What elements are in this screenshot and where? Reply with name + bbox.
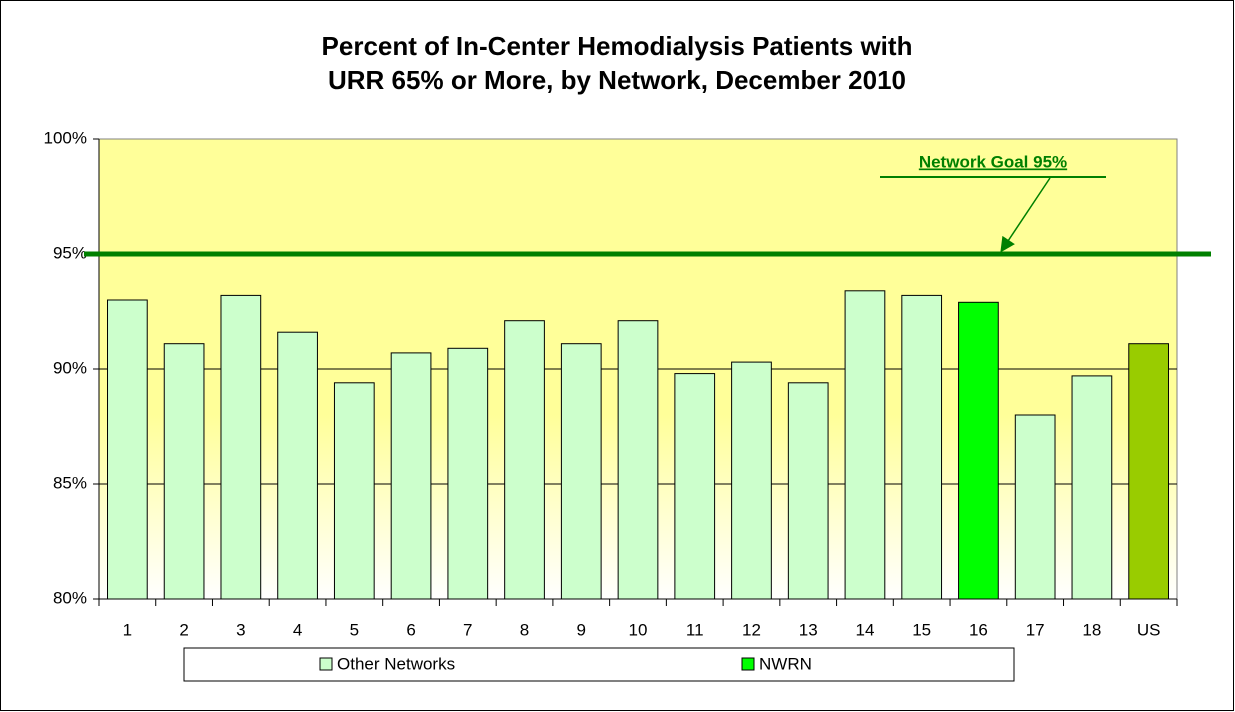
bar [731, 361, 772, 600]
x-tick-label: 15 [912, 620, 931, 639]
x-tick-label: 1 [123, 620, 132, 639]
x-tick-label: 2 [179, 620, 188, 639]
bar [447, 347, 489, 600]
bar [958, 301, 999, 600]
bar [277, 331, 318, 600]
bar [107, 299, 148, 600]
x-tick-label: 13 [799, 620, 818, 639]
bar [390, 352, 432, 600]
bar [1014, 414, 1056, 600]
bar [560, 343, 602, 600]
legend-swatch [319, 657, 333, 671]
x-tick-label: 5 [350, 620, 359, 639]
x-tick-label: 7 [463, 620, 472, 639]
x-tick-label: 10 [629, 620, 648, 639]
bar [787, 382, 829, 600]
bar [844, 290, 886, 600]
goal-arrow [1000, 177, 1051, 253]
x-tick-label: 4 [293, 620, 302, 639]
chart-title: Percent of In-Center Hemodialysis Patien… [322, 31, 913, 61]
y-tick-label: 85% [53, 473, 87, 492]
y-tick-label: 80% [53, 588, 87, 607]
x-tick-label: 17 [1026, 620, 1045, 639]
bar [1128, 343, 1169, 600]
x-tick-label: 16 [969, 620, 988, 639]
legend-label: Other Networks [337, 654, 455, 673]
x-tick-label: US [1137, 620, 1161, 639]
x-tick-label: 12 [742, 620, 761, 639]
y-tick-label: 90% [53, 358, 87, 377]
bar [333, 382, 375, 600]
x-tick-label: 18 [1082, 620, 1101, 639]
bar [220, 294, 262, 600]
x-tick-label: 6 [406, 620, 415, 639]
x-tick-label: 3 [236, 620, 245, 639]
bar [617, 320, 659, 600]
x-tick-label: 11 [686, 620, 704, 639]
bar [163, 343, 205, 600]
legend [183, 647, 1015, 682]
y-tick-label: 95% [53, 243, 87, 262]
bar [1071, 375, 1113, 600]
chart-title: URR 65% or More, by Network, December 20… [328, 65, 906, 95]
x-tick-label: 14 [855, 620, 874, 639]
bar [901, 294, 943, 600]
bar [504, 320, 545, 600]
bar [674, 373, 716, 600]
goal-label: Network Goal 95% [919, 152, 1067, 171]
legend-swatch [741, 657, 755, 671]
x-tick-label: 9 [577, 620, 586, 639]
legend-label: NWRN [759, 654, 812, 673]
x-tick-label: 8 [520, 620, 529, 639]
y-tick-label: 100% [44, 128, 87, 147]
